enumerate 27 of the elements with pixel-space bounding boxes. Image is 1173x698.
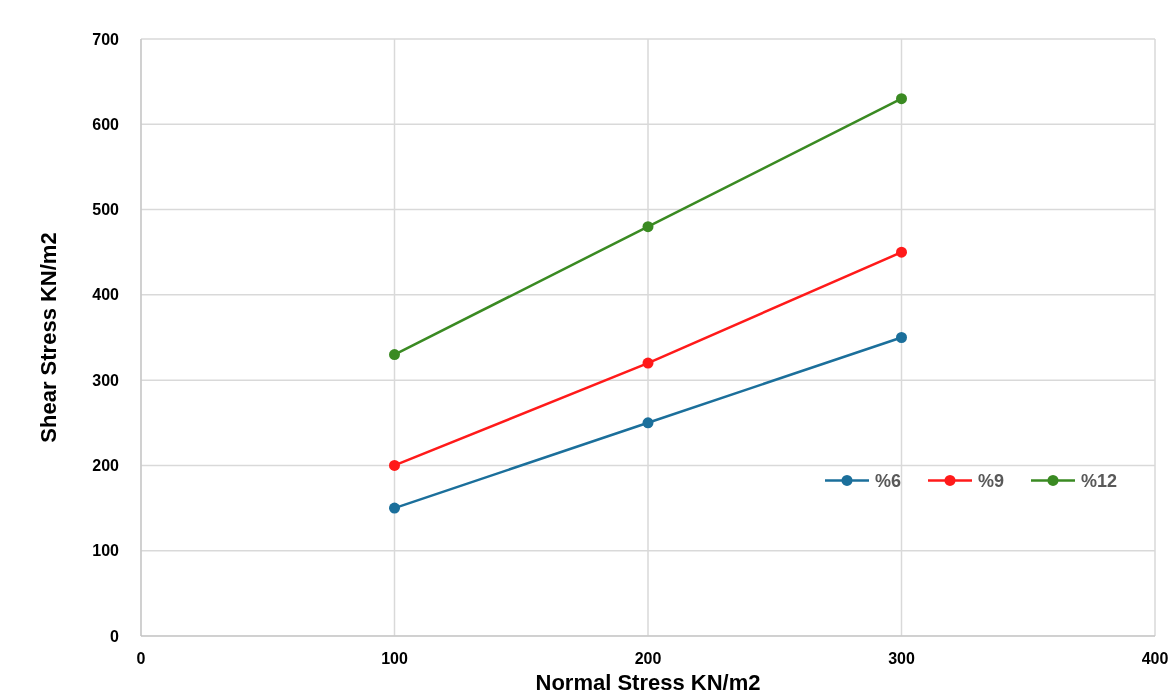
y-tick-label: 0 [110,627,120,645]
x-axis-title: Normal Stress KN/m2 [535,670,761,695]
point [389,502,400,514]
legend-label: %6 [875,470,902,491]
y-tick-label: 200 [92,457,120,475]
legend-label: %9 [978,470,1005,491]
x-tick-label: 100 [381,650,408,667]
x-tick-label: 300 [888,650,915,667]
point [642,221,654,233]
y-axis-title: Shear Stress KN/m2 [36,232,61,443]
x-tick-label: 400 [1141,650,1169,667]
point [642,357,654,369]
point [389,349,400,361]
point [896,332,907,343]
point [896,93,907,105]
x-tick-label: 0 [136,650,146,667]
y-tick-label: 100 [92,542,120,560]
point [642,417,654,429]
y-tick-label: 400 [92,286,120,304]
y-tick-label: 700 [92,30,120,48]
point [896,246,907,258]
legend-label: %12 [1081,470,1118,491]
point [389,459,400,471]
y-tick-label: 600 [92,115,120,133]
y-tick-label: 300 [92,371,120,389]
y-tick-label: 500 [92,201,120,219]
x-tick-label: 200 [634,650,662,667]
